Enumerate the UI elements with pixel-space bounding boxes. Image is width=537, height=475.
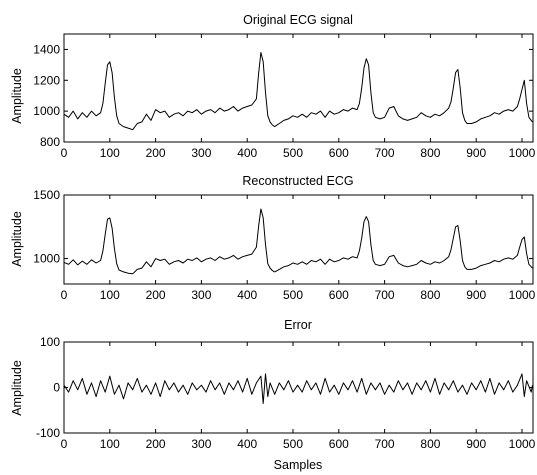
x-tick-label: 300	[191, 437, 211, 451]
x-tick-label: 1000	[509, 146, 536, 160]
x-tick-label: 100	[100, 437, 120, 451]
x-tick-label: 700	[375, 288, 395, 302]
y-tick-label: 1200	[33, 73, 60, 87]
x-tick-label: 500	[283, 288, 303, 302]
x-tick-label: 0	[61, 288, 68, 302]
x-tick-label: 800	[420, 146, 440, 160]
y-axis-label: Amplitude	[10, 68, 24, 124]
y-tick-label: 1000	[33, 104, 60, 118]
panel-title: Error	[284, 318, 312, 332]
x-tick-label: 600	[329, 437, 349, 451]
x-tick-label: 0	[61, 437, 68, 451]
x-tick-label: 700	[375, 437, 395, 451]
x-tick-label: 700	[375, 146, 395, 160]
x-tick-label: 0	[61, 146, 68, 160]
x-tick-label: 200	[146, 288, 166, 302]
series-line	[63, 373, 533, 404]
series-line	[63, 208, 533, 275]
x-tick-label: 400	[237, 146, 257, 160]
panel-title: Original ECG signal	[243, 13, 353, 27]
panel-error: Error Amplitude 0 100 200 300 400 500 600 700 80…	[10, 318, 536, 451]
y-tick-label: 0	[53, 381, 60, 395]
x-tick-label: 900	[466, 437, 486, 451]
plot-frame	[63, 194, 534, 285]
y-tick-label: 1400	[33, 42, 60, 56]
x-tick-label: 600	[329, 288, 349, 302]
panel-title: Reconstructed ECG	[242, 174, 353, 188]
x-tick-label: 800	[420, 437, 440, 451]
x-tick-label: 900	[466, 146, 486, 160]
panel-reconstructed: Reconstructed ECG Amplitude 0 100 200 300 40…	[10, 174, 536, 302]
panel-marks: 0 100 200 300 400 500 600 700 800 900 1000 800 1000 1…	[33, 34, 536, 160]
y-tick-label: 1000	[33, 252, 60, 266]
x-tick-label: 300	[191, 288, 211, 302]
x-tick-label: 400	[237, 288, 257, 302]
y-tick-label: 1500	[33, 188, 60, 202]
x-tick-label: 100	[100, 146, 120, 160]
panel-marks: 0 100 200 300 400 500 600 700 800 900 1000 1000 1500	[33, 188, 535, 302]
x-tick-label: 400	[237, 437, 257, 451]
x-tick-label: 500	[283, 437, 303, 451]
series-line	[63, 52, 533, 131]
x-tick-label: 200	[146, 146, 166, 160]
y-tick-label: 100	[40, 335, 60, 349]
y-axis-label: Amplitude	[10, 360, 24, 416]
x-tick-label: 100	[100, 288, 120, 302]
plot-frame	[63, 33, 534, 143]
x-tick-label: 200	[146, 437, 166, 451]
plot-frame	[63, 341, 534, 434]
y-tick-label: -100	[36, 426, 60, 440]
x-axis-label: Samples	[274, 458, 323, 472]
x-tick-label: 800	[420, 288, 440, 302]
x-tick-label: 600	[329, 146, 349, 160]
y-tick-label: 800	[40, 135, 60, 149]
x-tick-label: 1000	[509, 288, 536, 302]
x-tick-label: 500	[283, 146, 303, 160]
panel-original: Original ECG signal Amplitude 0 100 200 300…	[10, 13, 536, 160]
x-tick-label: 300	[191, 146, 211, 160]
x-tick-label: 900	[466, 288, 486, 302]
x-tick-label: 1000	[509, 437, 536, 451]
y-axis-label: Amplitude	[10, 211, 24, 267]
